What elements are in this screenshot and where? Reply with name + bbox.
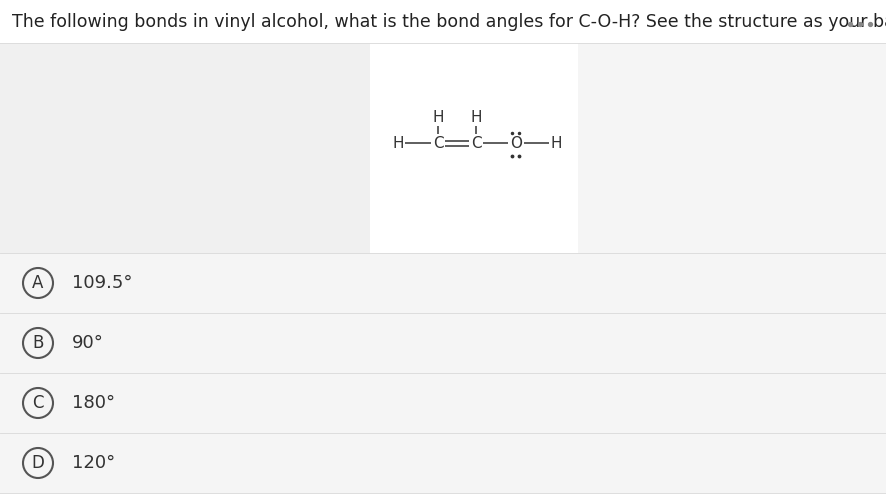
Text: O: O	[509, 135, 522, 150]
Text: D: D	[32, 454, 44, 472]
Text: C: C	[32, 394, 43, 412]
FancyBboxPatch shape	[0, 253, 886, 313]
Text: 180°: 180°	[72, 394, 115, 412]
Text: H: H	[549, 135, 561, 150]
FancyBboxPatch shape	[0, 43, 369, 253]
FancyBboxPatch shape	[578, 43, 886, 253]
FancyBboxPatch shape	[0, 313, 886, 373]
Text: H: H	[431, 110, 443, 124]
Text: C: C	[432, 135, 443, 150]
FancyBboxPatch shape	[0, 373, 886, 433]
Text: 90°: 90°	[72, 334, 104, 352]
Text: A: A	[32, 274, 43, 292]
Text: 120°: 120°	[72, 454, 115, 472]
Text: C: C	[470, 135, 481, 150]
FancyBboxPatch shape	[0, 433, 886, 493]
Text: B: B	[32, 334, 43, 352]
Text: H: H	[392, 135, 403, 150]
Text: H: H	[470, 110, 481, 124]
Text: 109.5°: 109.5°	[72, 274, 132, 292]
Text: The following bonds in vinyl alcohol, what is the bond angles for C-O-H? See the: The following bonds in vinyl alcohol, wh…	[12, 13, 886, 31]
